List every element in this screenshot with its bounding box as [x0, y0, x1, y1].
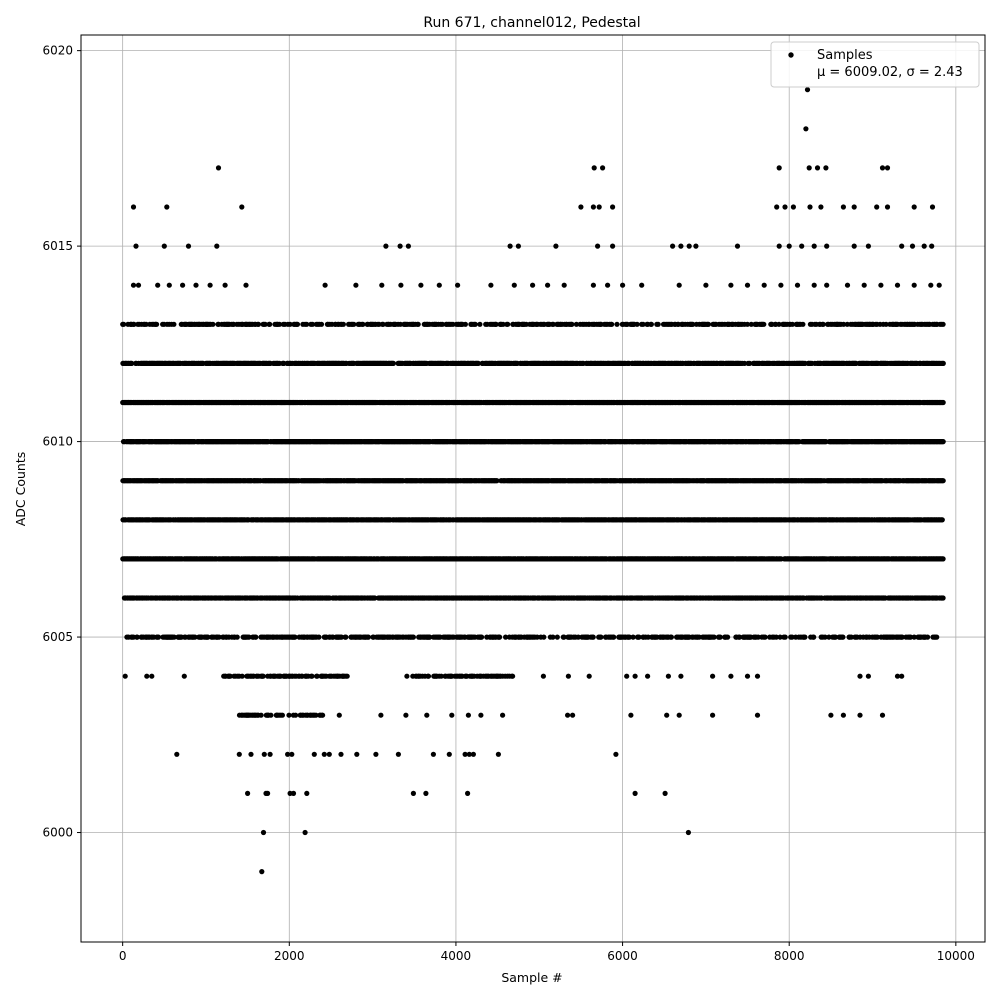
sample-point [309, 321, 316, 327]
sample-point [262, 321, 268, 327]
sample-point [741, 360, 748, 366]
sample-point [390, 360, 396, 366]
sample-point [500, 321, 506, 327]
sample-point [748, 321, 754, 327]
sample-point [940, 399, 946, 406]
sample-point [800, 321, 806, 327]
sample-point [940, 478, 946, 484]
sample-point [609, 321, 615, 327]
sample-point [121, 321, 127, 327]
sample-point [340, 321, 346, 327]
sample-point [841, 321, 847, 327]
sample-point [318, 321, 325, 327]
sample-point [940, 360, 946, 366]
sample-point [648, 321, 655, 327]
sample-point [154, 321, 160, 327]
sample-point [304, 321, 310, 327]
sample-point [776, 321, 782, 327]
sample-point [761, 321, 767, 327]
sample-point [287, 321, 293, 327]
sample-point [569, 321, 575, 327]
sample-point [634, 321, 640, 327]
sample-point [276, 321, 283, 327]
sample-point [129, 360, 135, 366]
sample-point [415, 321, 421, 327]
sample-point [462, 321, 468, 327]
sample-point [171, 321, 177, 327]
sample-point [294, 321, 301, 327]
sample-point [550, 321, 556, 327]
sample-point [351, 321, 357, 327]
sample-point [940, 321, 946, 327]
data-points [120, 87, 946, 875]
sample-point [505, 321, 511, 327]
sample-point [493, 321, 499, 327]
sample-point [255, 321, 262, 327]
sample-point [143, 321, 149, 327]
sample-point [747, 360, 753, 366]
sample-point [210, 321, 216, 327]
sample-point [360, 321, 366, 327]
sample-point [477, 321, 483, 327]
sample-point [472, 321, 478, 327]
sample-point [131, 321, 137, 327]
sample-point [705, 321, 712, 327]
sample-point [573, 321, 580, 327]
sample-point [820, 321, 826, 327]
sample-point [380, 321, 386, 327]
sample-point [439, 321, 445, 327]
sample-point [789, 321, 796, 327]
sample-point [614, 321, 620, 327]
sample-point [744, 321, 751, 327]
sample-point [940, 439, 946, 445]
sample-point [640, 321, 646, 327]
sample-point [690, 321, 696, 327]
sample-point [655, 321, 661, 327]
sample-point [883, 321, 889, 327]
sample-point [267, 321, 273, 327]
sample-point [475, 360, 481, 366]
